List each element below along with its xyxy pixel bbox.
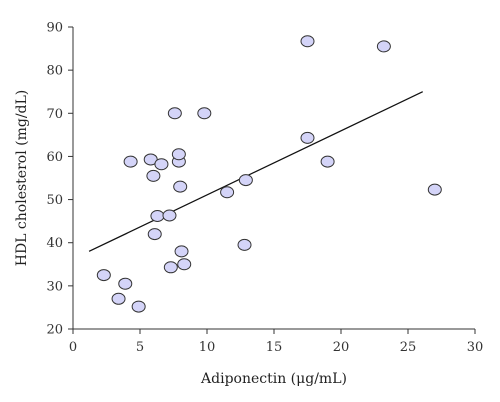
data-point: [162, 209, 177, 222]
data-point: [427, 183, 442, 196]
y-axis-label: HDL cholesterol (mg/dL): [14, 90, 30, 267]
data-point: [118, 277, 133, 290]
data-point: [150, 209, 165, 222]
data-point: [171, 148, 186, 161]
y-tick-label: 60: [46, 150, 63, 165]
x-tick-label: 20: [333, 340, 350, 355]
x-axis-label: Adiponectin (μg/mL): [200, 371, 347, 387]
data-points: [96, 35, 442, 313]
data-point: [174, 245, 189, 258]
x-tick-label: 25: [400, 340, 417, 355]
y-tick-label: 50: [46, 193, 63, 208]
trend-line: [88, 91, 424, 252]
data-point: [154, 158, 169, 171]
data-point: [167, 107, 182, 120]
data-point: [131, 300, 146, 313]
x-tick-label: 5: [136, 340, 144, 355]
data-point: [146, 169, 161, 182]
data-point: [197, 107, 212, 120]
y-tick-label: 20: [46, 323, 63, 338]
data-point: [238, 174, 253, 187]
x-tick-label: 15: [266, 340, 283, 355]
data-point: [147, 228, 162, 241]
y-tick-label: 90: [46, 21, 63, 36]
data-point: [163, 261, 178, 274]
axes: [72, 27, 475, 330]
data-point: [111, 292, 126, 305]
y-tick-label: 40: [46, 236, 63, 251]
tick-group: 0 5 10 15 20 25 30 20 30 40 50 60 70 80 90: [46, 21, 483, 356]
x-tick-label: 30: [467, 340, 484, 355]
x-tick-label: 10: [199, 340, 216, 355]
data-point: [220, 186, 235, 199]
data-point: [237, 238, 252, 251]
y-tick-label: 30: [46, 279, 63, 294]
y-tick-label: 80: [46, 64, 63, 79]
data-point: [300, 35, 315, 48]
data-point: [177, 258, 192, 271]
data-point: [376, 40, 391, 53]
data-point: [173, 180, 188, 193]
data-point: [123, 155, 138, 168]
data-point: [300, 131, 315, 144]
data-point: [320, 155, 335, 168]
y-tick-label: 70: [46, 107, 63, 122]
data-point: [96, 269, 111, 282]
x-tick-label: 0: [69, 340, 77, 355]
